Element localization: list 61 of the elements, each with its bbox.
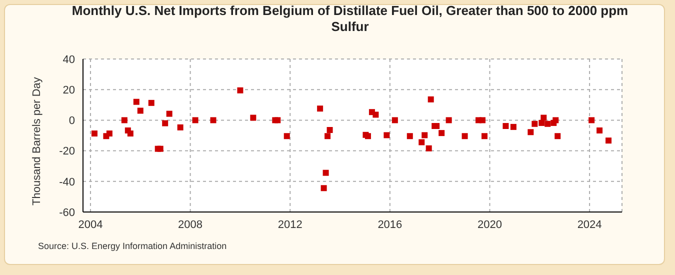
point: [422, 132, 428, 138]
x-tick-label: 2004: [78, 218, 103, 231]
point: [372, 112, 379, 118]
point: [148, 100, 154, 106]
point: [596, 127, 603, 134]
point: [540, 114, 547, 121]
point: [384, 132, 390, 138]
x-tick-label: 2016: [378, 218, 402, 231]
point: [91, 130, 98, 137]
point: [284, 133, 290, 140]
point: [320, 185, 327, 192]
point: [210, 117, 216, 124]
point: [502, 123, 509, 130]
y-tick-label: -20: [59, 146, 75, 158]
point: [552, 117, 559, 124]
point: [426, 145, 432, 152]
point: [528, 129, 534, 136]
point: [157, 146, 164, 152]
point: [127, 130, 134, 137]
point: [438, 130, 445, 136]
point: [121, 117, 128, 124]
y-tick-label: 20: [62, 84, 75, 97]
point: [446, 117, 452, 124]
point: [324, 133, 331, 140]
point: [322, 170, 329, 176]
point: [237, 87, 244, 94]
point: [192, 117, 198, 124]
point: [418, 139, 425, 146]
y-tick-label: -40: [59, 176, 75, 188]
point: [428, 96, 434, 102]
point: [137, 108, 144, 114]
point: [250, 114, 256, 121]
point: [482, 133, 488, 140]
point: [274, 117, 281, 124]
point: [106, 130, 112, 137]
point: [606, 138, 612, 144]
point: [588, 117, 595, 124]
point: [406, 133, 413, 140]
point: [544, 120, 551, 127]
source-note: Source: U.S. Energy Information Administration: [38, 241, 227, 251]
x-tick-label: 2020: [478, 218, 502, 231]
chart-title: Monthly U.S. Net Imports from Belgium of Distillate Fuel Oil, Greater than 500 to 2000 ppm Sulfur: [70, 3, 630, 35]
point: [480, 117, 486, 124]
point: [177, 124, 184, 130]
point: [326, 126, 333, 133]
y-tick-label: 0: [68, 115, 75, 128]
point: [162, 120, 168, 126]
point: [392, 117, 398, 124]
point: [554, 133, 561, 140]
y-axis-title: Thousand Barrels per Day: [30, 76, 43, 206]
x-tick-label: 2024: [577, 218, 602, 231]
point: [317, 106, 324, 112]
point: [166, 110, 172, 117]
x-tick-label: 2012: [278, 218, 302, 231]
x-tick-label: 2008: [178, 218, 203, 231]
point: [510, 124, 516, 130]
point: [462, 133, 468, 140]
y-tick-label: 40: [62, 54, 75, 66]
y-tick-label: -60: [59, 206, 75, 219]
point: [133, 98, 140, 105]
point: [532, 120, 538, 127]
